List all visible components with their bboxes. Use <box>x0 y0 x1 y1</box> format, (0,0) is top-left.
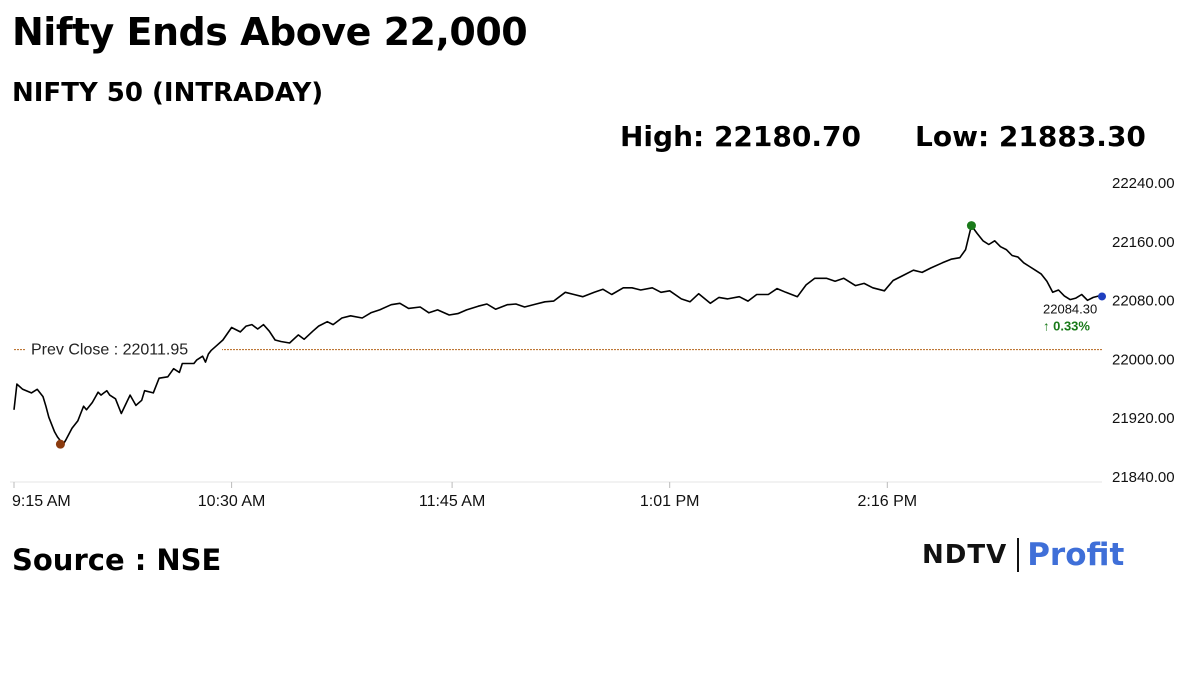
y-tick-label: 22160.00 <box>1112 234 1175 251</box>
last-price-marker <box>1098 292 1106 301</box>
prev-close-label: Prev Close : 22011.95 <box>31 342 188 359</box>
x-tick-label: 1:01 PM <box>640 493 700 510</box>
last-price-label: 22084.30 <box>1043 301 1097 316</box>
intraday-chart: 22240.00 22160.00 22080.00 22000.00 21920.00… <box>10 175 1175 510</box>
day-high-marker <box>966 221 976 231</box>
page-title: Nifty Ends Above 22,000 <box>12 10 528 54</box>
prev-close-label-bg <box>26 337 222 358</box>
brand-ndtv: NDTV <box>922 540 1008 570</box>
brand-profit: Profit <box>1027 537 1125 573</box>
x-tick-label: 10:30 AM <box>198 493 266 510</box>
low-value-label: Low: 21883.30 <box>915 120 1146 153</box>
y-tick-label: 22000.00 <box>1112 351 1175 368</box>
high-value-label: High: 22180.70 <box>620 120 861 153</box>
y-tick-label: 22240.00 <box>1112 175 1175 192</box>
x-tick-label: 11:45 AM <box>419 493 485 510</box>
change-percent-label: ↑ 0.33% <box>1043 318 1090 333</box>
brand-separator <box>1017 538 1020 572</box>
y-tick-label: 21840.00 <box>1112 469 1175 486</box>
brand-logo: NDTV Profit <box>922 532 1124 578</box>
nifty-price-line <box>13 224 1103 446</box>
x-tick-label: 2:16 PM <box>858 493 918 510</box>
source-label: Source : NSE <box>12 543 222 577</box>
day-low-marker <box>55 439 65 449</box>
y-tick-label: 22080.00 <box>1112 293 1175 310</box>
x-tick-label: 9:15 AM <box>12 493 71 510</box>
chart-subtitle: NIFTY 50 (INTRADAY) <box>12 78 324 108</box>
y-tick-label: 21920.00 <box>1112 410 1175 427</box>
